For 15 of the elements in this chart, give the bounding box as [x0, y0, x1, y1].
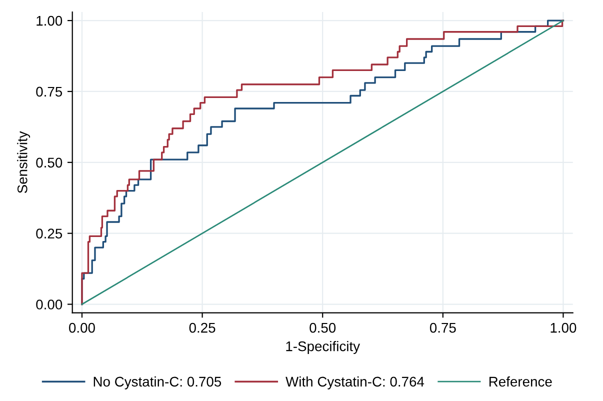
y-axis-title: Sensitivity: [17, 131, 30, 194]
x-tick-label: 0.50: [310, 322, 336, 333]
legend-label: No Cystatin-C: 0.705: [94, 376, 222, 390]
legend-label: Reference: [489, 376, 552, 387]
x-tick-label: 0.25: [189, 322, 216, 333]
legend-label: With Cystatin-C: 0.764: [286, 376, 424, 390]
y-tick-label: 0.00: [36, 300, 62, 310]
y-tick-label: 0.25: [36, 228, 62, 239]
y-tick-label: 1.00: [36, 16, 62, 26]
y-tick-label: 0.50: [36, 158, 62, 168]
x-tick-label: 0.75: [430, 322, 456, 333]
x-tick-label: 1.00: [550, 322, 576, 333]
y-tick-label: 0.75: [36, 86, 62, 97]
x-tick-label: 0.00: [69, 322, 95, 333]
x-axis-title: 1-Specificity: [286, 341, 360, 354]
